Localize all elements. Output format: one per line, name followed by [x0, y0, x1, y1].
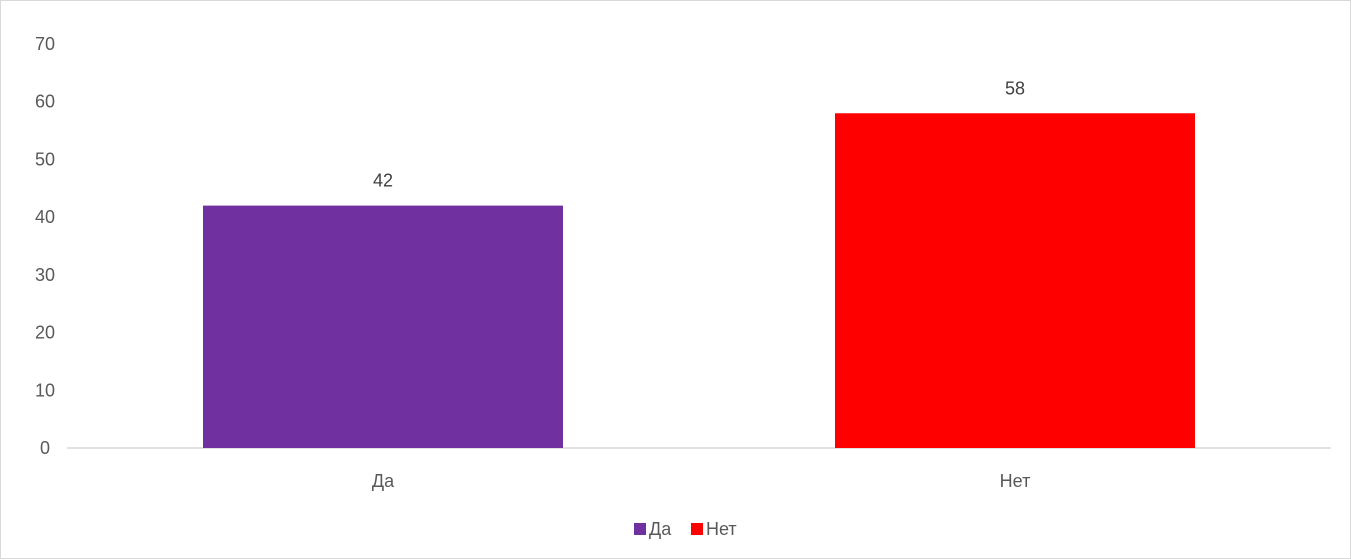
y-tick-label: 0 — [40, 438, 50, 458]
x-category-label: Нет — [1000, 471, 1031, 491]
legend-label: Нет — [706, 519, 737, 539]
data-label: 58 — [1005, 78, 1025, 98]
x-category-label: Да — [372, 471, 395, 491]
legend-swatch-2 — [691, 523, 703, 535]
y-tick-label: 10 — [35, 380, 55, 400]
bar-1 — [203, 205, 563, 448]
legend-swatch-1 — [634, 523, 646, 535]
y-tick-label: 40 — [35, 207, 55, 227]
legend-label: Да — [649, 519, 672, 539]
y-tick-label: 30 — [35, 265, 55, 285]
bar-2 — [835, 113, 1195, 448]
y-tick-label: 70 — [35, 34, 55, 54]
y-tick-label: 50 — [35, 149, 55, 169]
data-label: 42 — [373, 171, 393, 191]
y-tick-label: 60 — [35, 92, 55, 112]
y-tick-label: 20 — [35, 323, 55, 343]
